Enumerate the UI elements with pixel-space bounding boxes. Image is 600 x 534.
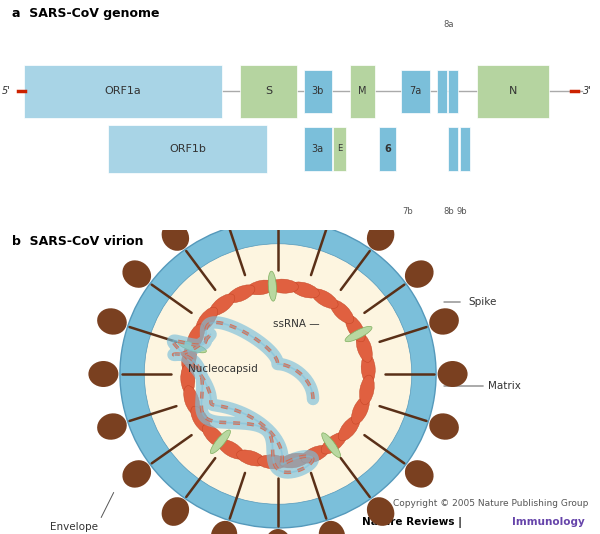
Text: Nucleocapsid: Nucleocapsid (188, 364, 258, 374)
Text: Matrix: Matrix (488, 381, 521, 391)
Ellipse shape (97, 308, 127, 335)
Text: 9b: 9b (457, 207, 467, 216)
Bar (448, 70, 458, 113)
Bar (350, 65, 375, 117)
Text: 3a: 3a (311, 144, 324, 154)
Text: 7a: 7a (409, 87, 421, 96)
Ellipse shape (187, 324, 205, 352)
Text: ORF1a: ORF1a (104, 87, 142, 96)
Bar (401, 70, 430, 113)
Ellipse shape (191, 406, 211, 433)
Ellipse shape (361, 354, 375, 384)
Bar (448, 127, 458, 170)
Ellipse shape (97, 413, 127, 439)
Text: Nature Reviews |: Nature Reviews | (362, 516, 466, 528)
Ellipse shape (301, 445, 329, 463)
Ellipse shape (321, 433, 346, 454)
Ellipse shape (268, 271, 277, 301)
Text: 6: 6 (384, 144, 391, 154)
Ellipse shape (196, 307, 218, 332)
Ellipse shape (161, 497, 189, 526)
Ellipse shape (236, 450, 266, 466)
Text: a  SARS-CoV genome: a SARS-CoV genome (12, 7, 160, 20)
Text: 3': 3' (583, 87, 592, 96)
Ellipse shape (319, 198, 345, 227)
Ellipse shape (211, 521, 237, 534)
Ellipse shape (211, 198, 237, 227)
Ellipse shape (367, 222, 394, 251)
Bar (333, 127, 346, 170)
Ellipse shape (269, 279, 298, 293)
Ellipse shape (184, 386, 200, 414)
Text: 5': 5' (2, 87, 11, 96)
Text: N: N (509, 87, 517, 96)
Text: b  SARS-CoV virion: b SARS-CoV virion (12, 234, 143, 248)
Bar (240, 65, 297, 117)
Bar (477, 65, 549, 117)
Ellipse shape (429, 413, 459, 439)
Text: E: E (337, 145, 342, 153)
Ellipse shape (182, 343, 197, 373)
Ellipse shape (202, 425, 226, 448)
Ellipse shape (227, 285, 255, 303)
Ellipse shape (122, 460, 151, 488)
Text: 7b: 7b (402, 207, 413, 216)
Ellipse shape (88, 361, 118, 387)
Ellipse shape (352, 396, 369, 424)
Ellipse shape (280, 453, 309, 468)
Ellipse shape (405, 460, 434, 488)
Ellipse shape (181, 364, 195, 394)
Ellipse shape (346, 315, 365, 342)
Bar (304, 70, 332, 113)
Text: Copyright © 2005 Nature Publishing Group: Copyright © 2005 Nature Publishing Group (392, 499, 588, 508)
Ellipse shape (247, 280, 277, 295)
Text: 8b: 8b (443, 207, 454, 216)
Ellipse shape (122, 261, 151, 288)
Ellipse shape (359, 375, 374, 405)
Ellipse shape (345, 326, 372, 342)
Ellipse shape (257, 455, 287, 469)
Ellipse shape (322, 433, 341, 458)
Ellipse shape (218, 439, 245, 459)
Bar (304, 127, 332, 170)
Bar (24, 65, 222, 117)
Ellipse shape (338, 416, 360, 441)
Ellipse shape (311, 289, 338, 309)
Ellipse shape (405, 261, 434, 288)
Text: M: M (358, 87, 367, 96)
Ellipse shape (356, 333, 373, 363)
Bar (437, 70, 447, 113)
Text: S: S (265, 87, 272, 96)
Text: Envelope: Envelope (50, 522, 98, 532)
Ellipse shape (437, 361, 467, 387)
Text: 8a: 8a (443, 20, 454, 29)
Ellipse shape (161, 222, 189, 251)
Ellipse shape (120, 220, 436, 528)
Ellipse shape (290, 282, 319, 298)
Text: Immunology: Immunology (512, 517, 585, 527)
Bar (379, 127, 396, 170)
Bar (460, 127, 470, 170)
Ellipse shape (210, 294, 235, 316)
Ellipse shape (178, 341, 206, 353)
Ellipse shape (265, 189, 291, 219)
Ellipse shape (429, 308, 459, 335)
Bar (108, 125, 267, 173)
Text: ORF1b: ORF1b (169, 144, 206, 154)
Ellipse shape (330, 300, 353, 324)
Text: 3b: 3b (311, 87, 324, 96)
Ellipse shape (319, 521, 345, 534)
Ellipse shape (144, 244, 412, 504)
Text: Spike: Spike (468, 297, 496, 307)
Ellipse shape (211, 430, 230, 454)
Text: ssRNA —: ssRNA — (273, 319, 320, 329)
Ellipse shape (144, 244, 412, 504)
Ellipse shape (265, 529, 291, 534)
Ellipse shape (367, 497, 394, 526)
